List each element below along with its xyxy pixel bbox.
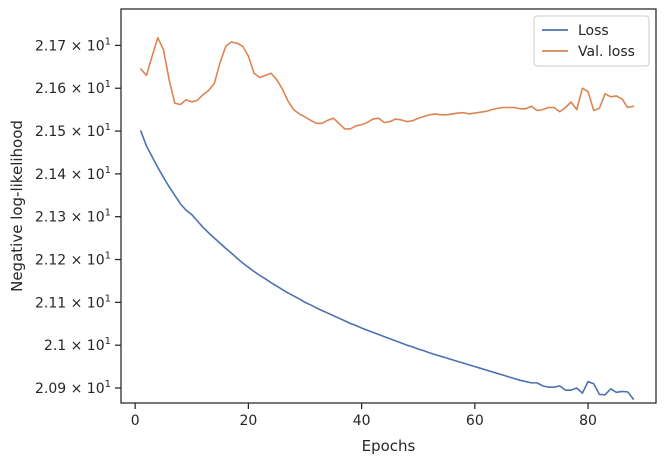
y-axis: 2.09 × 101 2.1 × 101 2.11 × 101 2.12 × 101 2…: [35, 36, 121, 397]
plot-area: [121, 9, 656, 403]
y-axis-label: Negative log-likelihood: [8, 120, 26, 292]
y-tick-label: 2.11 × 101: [35, 293, 111, 311]
x-axis-label: Epochs: [362, 437, 416, 455]
y-tick-label: 2.09 × 101: [35, 379, 111, 397]
y-tick-label: 2.15 × 101: [35, 122, 111, 140]
series-layer: [140, 36, 635, 400]
y-tick-label: 2.13 × 101: [35, 208, 111, 226]
x-tick-label: 60: [466, 413, 484, 429]
y-tick-label: 2.16 × 101: [35, 79, 111, 97]
y-tick-label: 2.1 × 101: [44, 336, 111, 354]
y-tick-label: 2.17 × 101: [35, 36, 111, 54]
legend-label: Val. loss: [578, 44, 635, 60]
x-tick-label: 40: [353, 413, 371, 429]
x-axis: 0 20 40 60 80: [131, 403, 597, 429]
series-line-val-loss: [140, 36, 635, 130]
legend: Loss Val. loss: [533, 15, 650, 67]
series-line-loss: [140, 130, 635, 400]
x-tick-label: 80: [579, 413, 597, 429]
x-tick-label: 20: [239, 413, 257, 429]
plot-frame: [120, 8, 657, 404]
y-tick-label: 2.14 × 101: [35, 165, 111, 183]
legend-box: [533, 15, 650, 67]
x-tick-label: 0: [131, 413, 140, 429]
y-tick-label: 2.12 × 101: [35, 251, 111, 269]
legend-label: Loss: [578, 23, 609, 39]
